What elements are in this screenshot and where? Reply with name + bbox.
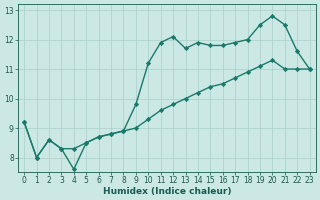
- X-axis label: Humidex (Indice chaleur): Humidex (Indice chaleur): [103, 187, 231, 196]
